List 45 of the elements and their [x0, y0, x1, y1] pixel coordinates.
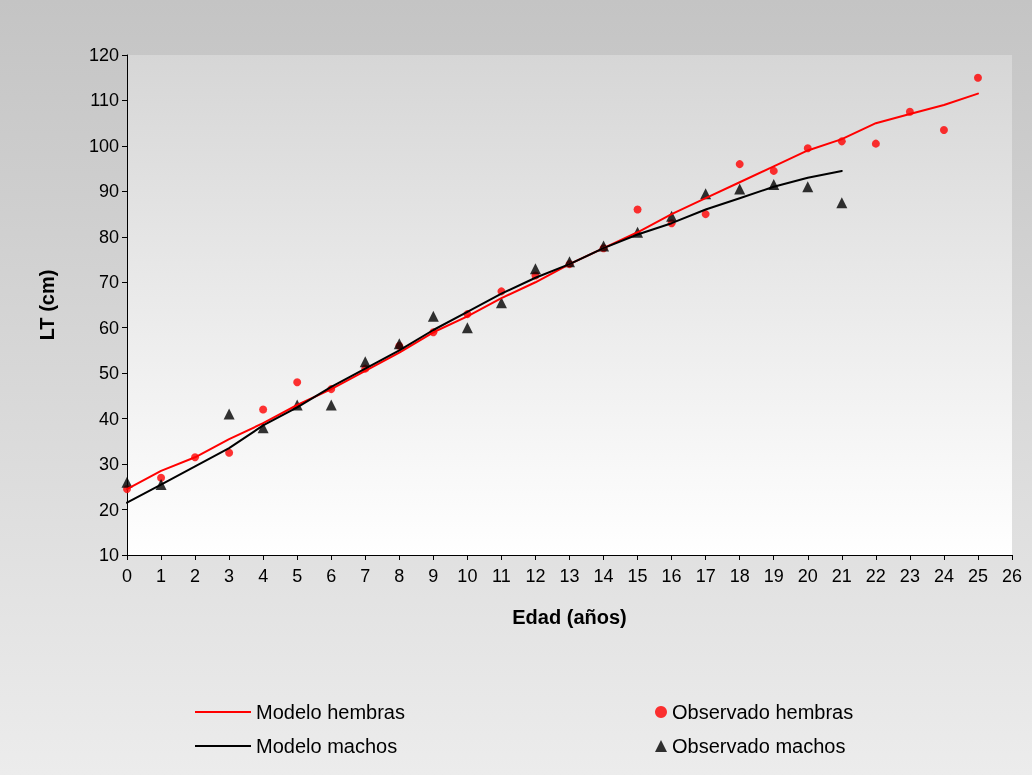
x-tick-label: 4: [258, 566, 269, 586]
x-tick-label: 17: [695, 566, 716, 586]
x-tick-label: 16: [661, 566, 682, 586]
x-tick-label: 21: [831, 566, 852, 586]
legend-label: Modelo machos: [256, 735, 398, 757]
x-tick-label: 11: [492, 566, 511, 586]
x-tick-label: 19: [763, 566, 784, 586]
x-tick-label: 6: [326, 566, 337, 586]
x-tick-label: 9: [428, 566, 439, 586]
y-tick-label: 110: [90, 90, 119, 111]
y-tick-label: 70: [98, 272, 119, 293]
y-tick-label: 100: [88, 135, 119, 156]
x-tick-label: 18: [729, 566, 750, 586]
x-tick-label: 15: [627, 566, 648, 586]
x-tick-label: 0: [121, 566, 133, 586]
y-tick-label: 50: [98, 363, 119, 384]
x-tick-label: 2: [190, 566, 201, 586]
x-tick-label: 8: [394, 566, 405, 586]
legend-label: Modelo hembras: [256, 701, 405, 723]
x-tick-label: 1: [156, 566, 167, 586]
x-tick-label: 5: [292, 566, 303, 586]
y-axis-title: LT (cm): [36, 269, 58, 341]
y-tick-label: 120: [88, 45, 119, 65]
x-tick-label: 26: [1001, 566, 1023, 586]
y-tick-label: 60: [98, 317, 119, 338]
x-tick-label: 22: [865, 566, 886, 586]
x-tick-label: 3: [224, 566, 235, 586]
x-tick-label: 25: [967, 566, 988, 586]
x-tick-label: 24: [933, 566, 954, 586]
x-tick-label: 7: [360, 566, 371, 586]
x-tick-label: 23: [899, 566, 920, 586]
y-tick-label: 20: [98, 499, 119, 520]
legend-label: Observado hembras: [672, 701, 854, 723]
x-tick-label: 12: [525, 566, 546, 586]
legend-label: Observado machos: [672, 735, 846, 757]
y-tick-label: 40: [98, 408, 119, 429]
y-tick-label: 90: [98, 181, 119, 202]
x-tick-label: 14: [593, 566, 614, 586]
x-axis-title: Edad (años): [512, 606, 627, 628]
x-tick-label: 10: [457, 566, 478, 586]
y-tick-label: 30: [98, 454, 119, 475]
x-tick-label: 20: [797, 566, 818, 586]
y-tick-label: 10: [98, 545, 119, 565]
x-tick-label: 13: [559, 566, 580, 586]
y-tick-label: 80: [98, 226, 119, 247]
